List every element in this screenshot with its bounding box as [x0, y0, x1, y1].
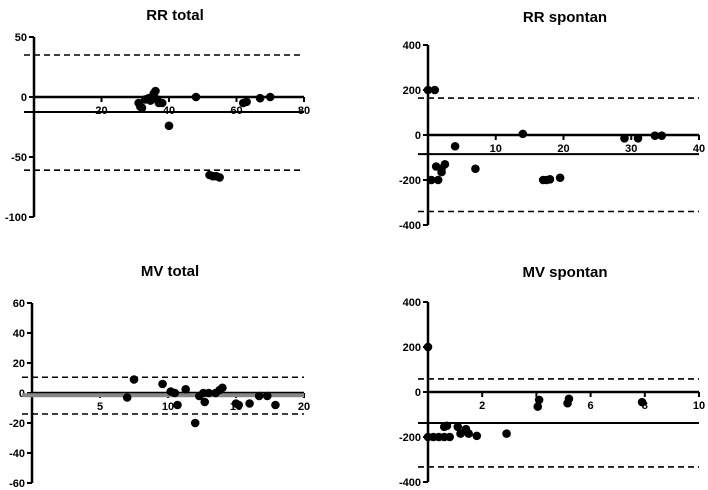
x-tick-label: 5 [97, 401, 103, 413]
y-tick-label: -50 [11, 152, 27, 164]
y-tick-label: 0 [415, 130, 421, 142]
data-point [271, 400, 280, 410]
data-point [204, 388, 214, 398]
data-point [122, 393, 132, 402]
data-point [215, 173, 224, 182]
data-point [190, 418, 200, 428]
y-tick-label: 0 [415, 387, 421, 399]
data-point [255, 93, 265, 103]
data-point [181, 384, 190, 394]
data-point [650, 131, 660, 140]
data-point [170, 388, 180, 398]
y-tick-label: -400 [399, 220, 421, 232]
data-point [423, 342, 433, 352]
data-point [430, 85, 440, 95]
x-tick-label: 10 [162, 401, 174, 413]
y-tick-label: 50 [15, 32, 27, 44]
data-point [657, 131, 667, 140]
data-point [534, 395, 544, 405]
data-point [242, 97, 251, 107]
y-tick-label: 0 [21, 92, 27, 104]
data-point [200, 397, 210, 407]
data-point [445, 432, 454, 442]
data-point [533, 402, 543, 411]
y-tick-label: 200 [403, 85, 421, 97]
chart-title: RR total [146, 7, 204, 24]
data-point [137, 103, 147, 113]
data-point [157, 98, 167, 108]
data-point [472, 431, 482, 441]
data-point [423, 85, 433, 95]
chart-title: RR spontan [523, 9, 607, 26]
x-tick-label: 10 [693, 400, 705, 412]
x-tick-label: 30 [625, 143, 637, 155]
y-tick-label: -200 [399, 432, 421, 444]
data-point [471, 164, 480, 174]
data-point [218, 383, 227, 393]
y-tick-label: 400 [403, 40, 421, 52]
y-tick-label: -400 [399, 477, 421, 489]
data-point [427, 175, 436, 185]
data-point [502, 429, 511, 438]
data-point [262, 391, 272, 401]
data-point [254, 391, 264, 401]
y-tick-label: -200 [399, 175, 421, 187]
data-point [442, 421, 452, 431]
chart-title: MV spontan [523, 264, 608, 281]
x-tick-label: 2 [479, 400, 485, 412]
data-point [437, 167, 446, 177]
data-point [450, 141, 460, 151]
data-point [173, 400, 182, 410]
data-point [440, 159, 450, 169]
data-point [545, 175, 555, 184]
x-tick-label: 40 [693, 143, 705, 155]
x-tick-label: 20 [298, 401, 310, 413]
data-point [129, 375, 139, 384]
data-point [453, 422, 463, 432]
data-point [555, 173, 565, 183]
data-point [637, 397, 647, 407]
x-tick-label: 10 [490, 143, 502, 155]
y-tick-label: 60 [13, 298, 25, 310]
y-tick-label: 400 [403, 297, 421, 309]
data-point [158, 379, 167, 389]
data-point [265, 92, 275, 102]
data-point [164, 121, 174, 131]
panel-2: RR spontan 400 200 0 -200 -400 10 20 30 40 [399, 9, 705, 232]
data-point [234, 400, 244, 410]
y-tick-label: -60 [9, 478, 25, 490]
data-point [245, 399, 254, 408]
y-tick-label: 200 [403, 342, 421, 354]
data-point [633, 134, 643, 143]
chart-title: MV total [141, 263, 199, 280]
y-tick-label: 0 [19, 388, 25, 400]
data-point [433, 175, 443, 185]
data-point [151, 86, 160, 96]
data-point [563, 398, 572, 408]
data-point [620, 134, 629, 143]
data-point [191, 92, 201, 102]
x-tick-label: 8 [642, 400, 648, 412]
x-tick-label: 6 [588, 400, 594, 412]
y-tick-label: 40 [13, 328, 25, 340]
y-tick-label: -100 [5, 212, 27, 224]
y-tick-label: 20 [13, 358, 25, 370]
y-tick-label: -40 [9, 448, 25, 460]
x-tick-label: 20 [557, 143, 569, 155]
y-tick-label: -20 [9, 418, 25, 430]
data-point [464, 429, 473, 438]
data-point [518, 129, 528, 139]
